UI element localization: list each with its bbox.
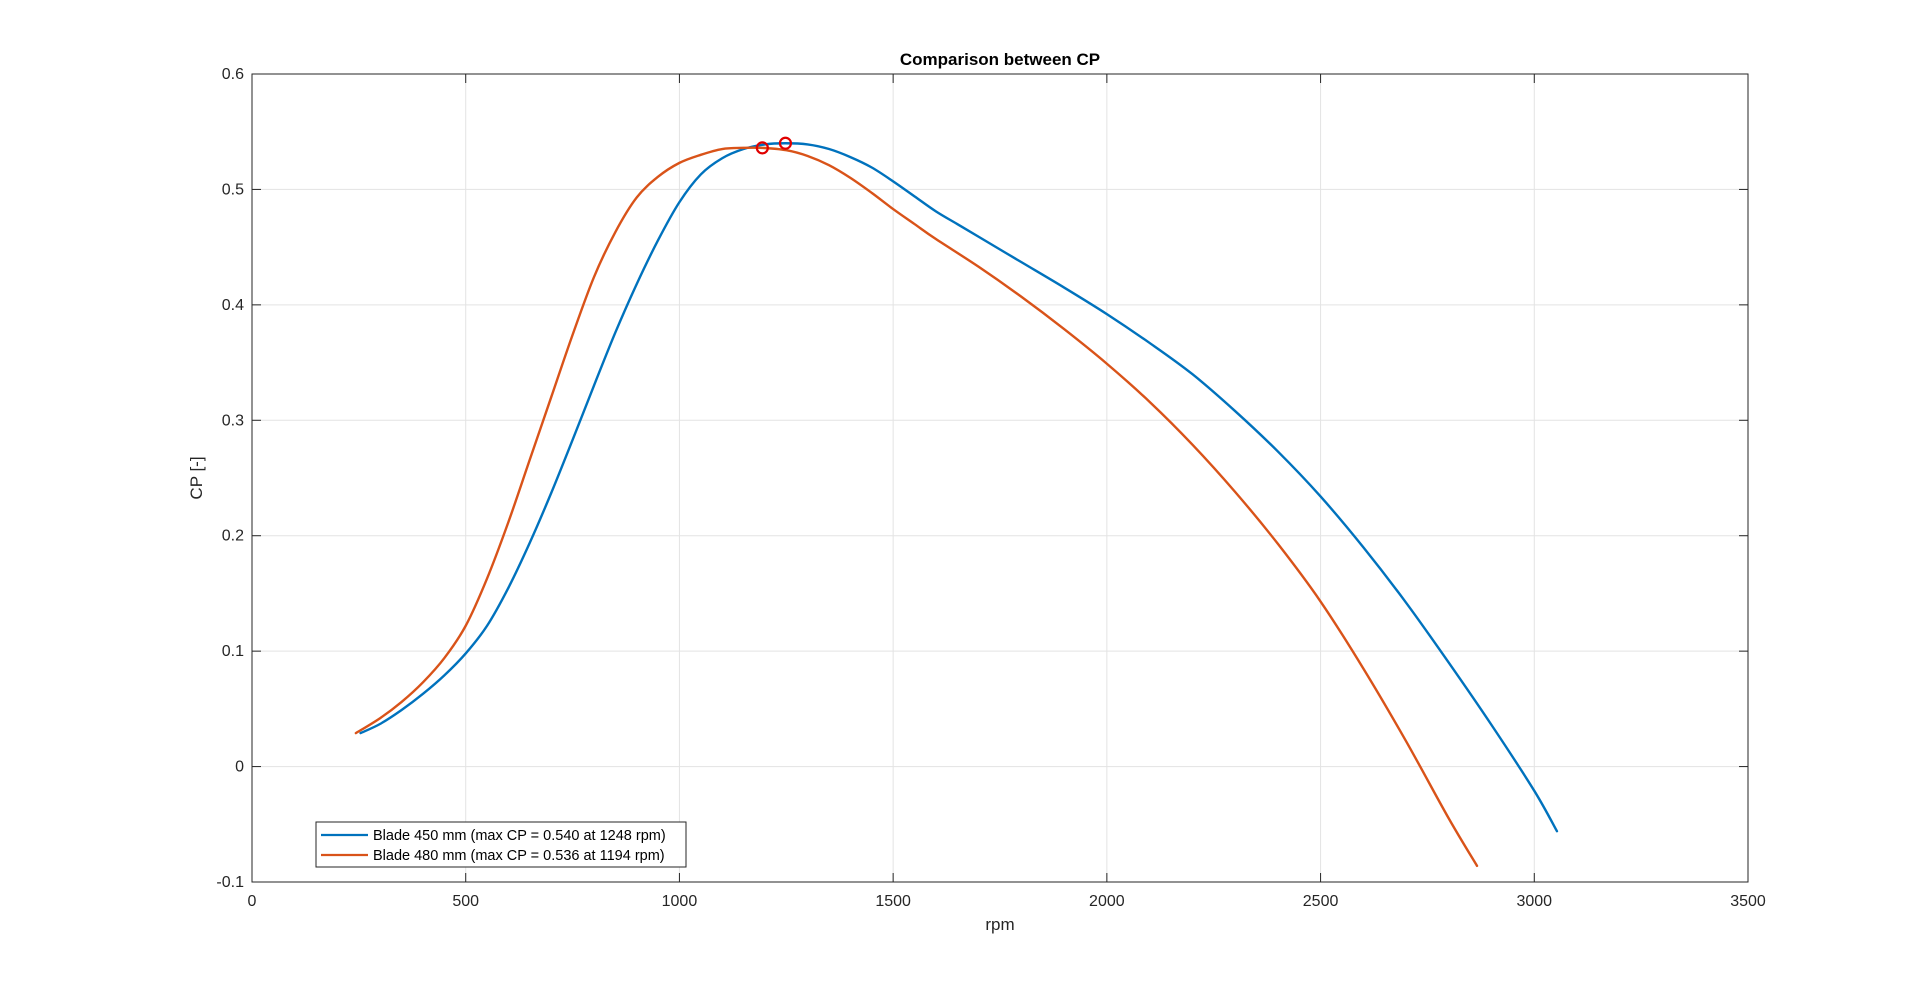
legend-entry-blade-480: Blade 480 mm (max CP = 0.536 at 1194 rpm…	[373, 848, 665, 864]
max-cp-marker-1	[755, 141, 769, 155]
tick-layer: 0 500 1000 1500 2000 2500 3000 3500-0.100.10.20…	[216, 66, 1765, 910]
chart-title: Comparison between CP	[900, 50, 1100, 69]
x-axis-label: rpm	[985, 915, 1014, 934]
y-tick-label: 0.5	[222, 181, 244, 198]
marker-layer	[755, 136, 793, 155]
y-tick-label: 0.3	[222, 412, 244, 429]
x-tick-label: 2500	[1303, 893, 1339, 910]
y-tick-label: 0.4	[222, 297, 244, 314]
legend-entry-blade-450: Blade 450 mm (max CP = 0.540 at 1248 rpm…	[373, 828, 666, 844]
legend: Blade 450 mm (max CP = 0.540 at 1248 rpm…	[315, 821, 687, 868]
x-tick-label: 1000	[662, 893, 698, 910]
max-cp-marker-0	[778, 136, 793, 150]
x-tick-label: 2000	[1089, 893, 1125, 910]
legend-box	[315, 821, 687, 868]
y-tick-label: 0.6	[222, 66, 244, 83]
plot-area: 0 500 1000 1500 2000 2500 3000 3500-0.100.10.20…	[216, 66, 1765, 910]
x-tick-label: 3000	[1516, 893, 1552, 910]
series-line-0	[359, 142, 1559, 833]
y-tick-label: 0.1	[222, 643, 244, 660]
axes-background	[252, 74, 1748, 882]
x-tick-label: 0	[248, 893, 257, 910]
x-tick-label: 1500	[875, 893, 911, 910]
x-tick-label: 500	[452, 893, 479, 910]
y-axis-label: CP [-]	[187, 456, 206, 499]
series-line-1	[354, 146, 1479, 868]
x-tick-label: 3500	[1730, 893, 1766, 910]
y-tick-label: 0	[235, 759, 244, 776]
series-layer	[354, 142, 1559, 868]
axes-frame	[251, 73, 1749, 883]
y-tick-label: 0.2	[222, 528, 244, 545]
y-tick-label: -0.1	[216, 874, 244, 891]
